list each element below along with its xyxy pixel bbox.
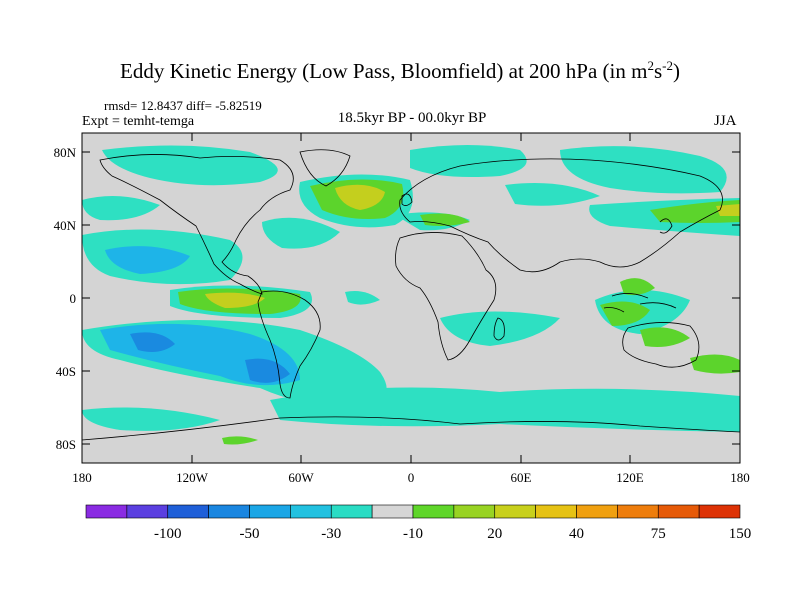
contour-teal <box>505 183 600 206</box>
colorbar-swatch <box>249 504 291 519</box>
contour-green <box>420 213 470 226</box>
colorbar-label: 150 <box>729 526 752 542</box>
map-panel: 80N 40N 0 40S 80S 180 120W 60W 0 60E 120… <box>54 132 750 485</box>
colorbar-swatch <box>167 504 209 519</box>
contour-yellow-green <box>335 184 385 210</box>
coastline-indonesia <box>603 293 677 313</box>
contour-light-blue <box>105 246 190 274</box>
coastline-africa <box>395 232 497 361</box>
colorbar-swatch <box>412 504 455 519</box>
contour-green <box>650 200 740 223</box>
contour-teal <box>82 407 220 431</box>
colorbar-swatch <box>330 504 373 519</box>
lat-tick-label: 40N <box>54 218 77 233</box>
contour-teal <box>345 291 380 305</box>
contour-yellow-green <box>716 204 740 216</box>
colorbar-label: -100 <box>154 526 182 542</box>
contour-green <box>222 436 258 445</box>
colorbar-swatch <box>698 504 741 519</box>
lon-tick-label: 60E <box>511 470 532 485</box>
contour-green <box>690 354 740 374</box>
lon-tick-label: 180 <box>72 470 92 485</box>
colorbar-swatch <box>208 504 250 519</box>
contour-yellow-green <box>205 292 265 308</box>
contour-teal <box>82 196 160 221</box>
colorbar-swatch <box>657 504 700 519</box>
coastlines <box>81 149 741 441</box>
lon-tick-label: 180 <box>730 470 750 485</box>
colorbar-swatch <box>494 504 536 519</box>
colorbar-swatch <box>576 504 618 519</box>
colorbar-swatch <box>85 504 128 519</box>
colorbar-swatch <box>617 504 659 519</box>
colorbar-labels: -100 -50 -30 -10 20 40 75 150 <box>154 526 751 542</box>
coastline-eurasia <box>399 158 723 273</box>
coastline-madagascar <box>493 317 505 341</box>
colorbar-label: 75 <box>651 526 666 542</box>
lon-axis <box>81 133 741 463</box>
lat-tick-label: 40S <box>56 364 76 379</box>
coastline-uk <box>401 193 413 206</box>
contour-teal <box>560 146 727 194</box>
colorbar-swatch <box>453 504 496 519</box>
season-label: JJA <box>714 113 737 129</box>
anomaly-contours <box>82 145 740 445</box>
coastline-south-america <box>257 290 321 399</box>
experiment-label: Expt = temht-temga <box>82 114 195 129</box>
lat-tick-label: 80N <box>54 145 77 160</box>
colorbar-swatch <box>290 504 332 519</box>
lon-tick-label: 120W <box>176 470 209 485</box>
colorbar-swatch <box>535 504 577 519</box>
colorbar-label: 20 <box>487 526 502 542</box>
chart-title: Eddy Kinetic Energy (Low Pass, Bloomfiel… <box>120 58 680 83</box>
contour-blue <box>130 332 175 352</box>
rmsd-diff-label: rmsd= 12.8437 diff= -5.82519 <box>104 98 262 113</box>
lat-tick-label: 80S <box>56 437 76 452</box>
coastline-greenland <box>299 149 351 187</box>
coastline-antarctica <box>81 416 741 441</box>
coastline-north-america <box>99 154 294 295</box>
contour-blue <box>245 358 290 383</box>
colorbar-label: 40 <box>569 526 584 542</box>
contour-teal <box>440 311 560 346</box>
colorbar-label: -30 <box>321 526 341 542</box>
lon-tick-label: 0 <box>408 470 415 485</box>
coastline-australia <box>622 322 700 368</box>
lat-axis <box>82 151 740 445</box>
contour-green <box>640 327 690 347</box>
contour-teal <box>270 387 740 432</box>
contour-green <box>620 278 655 296</box>
coastline-japan <box>659 218 673 234</box>
colorbar-label: -50 <box>240 526 260 542</box>
lat-tick-label: 0 <box>70 291 77 306</box>
lon-tick-label: 120E <box>616 470 644 485</box>
period-label: 18.5kyr BP - 00.0kyr BP <box>337 110 487 126</box>
lon-tick-label: 60W <box>288 470 314 485</box>
contour-teal <box>102 145 278 186</box>
contour-teal <box>410 145 527 177</box>
colorbar-label: -10 <box>403 526 423 542</box>
colorbar <box>85 504 741 519</box>
contour-teal <box>262 217 340 249</box>
colorbar-swatch <box>371 504 414 519</box>
colorbar-swatch <box>126 504 169 519</box>
